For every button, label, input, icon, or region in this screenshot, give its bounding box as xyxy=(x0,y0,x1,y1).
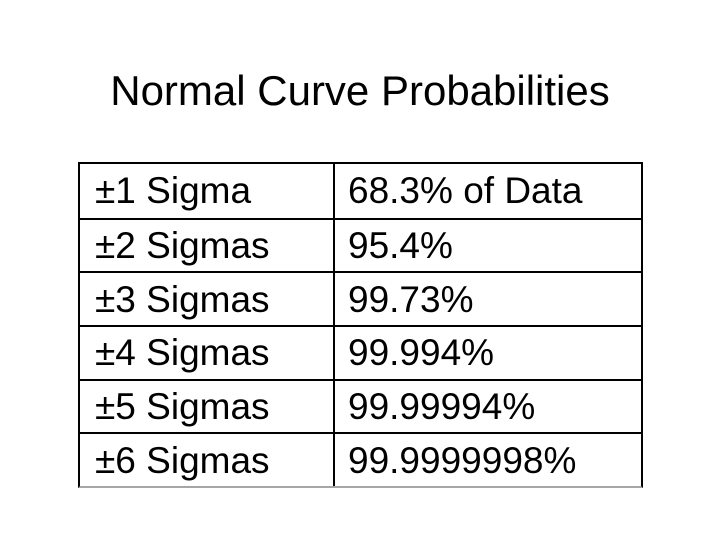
slide-title: Normal Curve Probabilities xyxy=(110,67,610,114)
value-cell: 99.99994% xyxy=(333,378,641,433)
value-cell: 99.994% xyxy=(333,325,641,379)
value-cell: 99.73% xyxy=(333,271,641,325)
sigma-cell: ±6 Sigmas xyxy=(80,432,333,486)
sigma-cell: ±3 Sigmas xyxy=(80,271,333,325)
probability-table: ±1 Sigma 68.3% of Data ±2 Sigmas 95.4% ±… xyxy=(78,162,643,488)
sigma-cell: ±1 Sigma xyxy=(95,170,252,212)
value-cell: 99.9999998% xyxy=(333,432,641,486)
sigma-cell: ±2 Sigmas xyxy=(80,217,333,272)
value-cell: 68.3% of Data xyxy=(333,164,641,218)
sigma-cell: ±5 Sigmas xyxy=(80,378,333,433)
sigma-cell: ±4 Sigmas xyxy=(80,325,333,379)
value-cell: 95.4% xyxy=(333,217,641,272)
